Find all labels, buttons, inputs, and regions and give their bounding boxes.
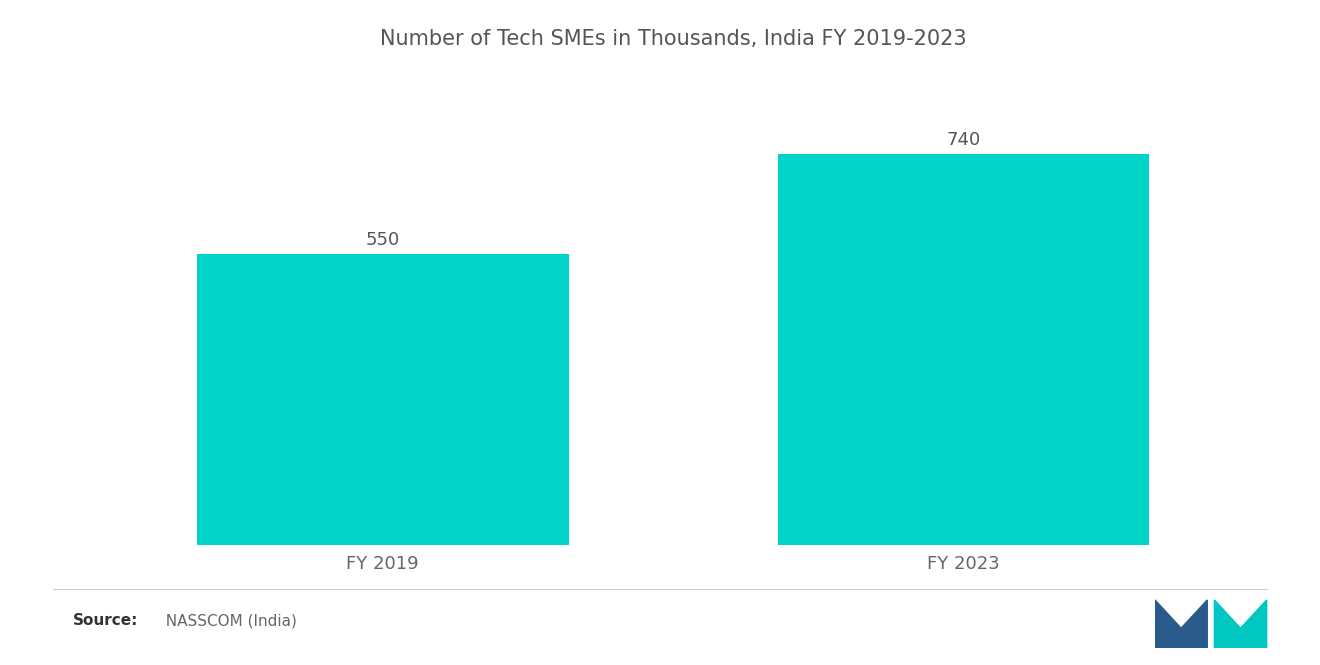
Bar	[777, 154, 1150, 545]
Text: Source:: Source:	[73, 613, 139, 628]
Polygon shape	[1155, 600, 1208, 648]
Polygon shape	[1214, 600, 1267, 648]
Bar	[197, 254, 569, 545]
Text: 740: 740	[946, 130, 981, 148]
Text: 550: 550	[366, 231, 400, 249]
Title: Number of Tech SMEs in Thousands, India FY 2019-2023: Number of Tech SMEs in Thousands, India …	[380, 29, 966, 49]
Text: NASSCOM (India): NASSCOM (India)	[156, 613, 297, 628]
